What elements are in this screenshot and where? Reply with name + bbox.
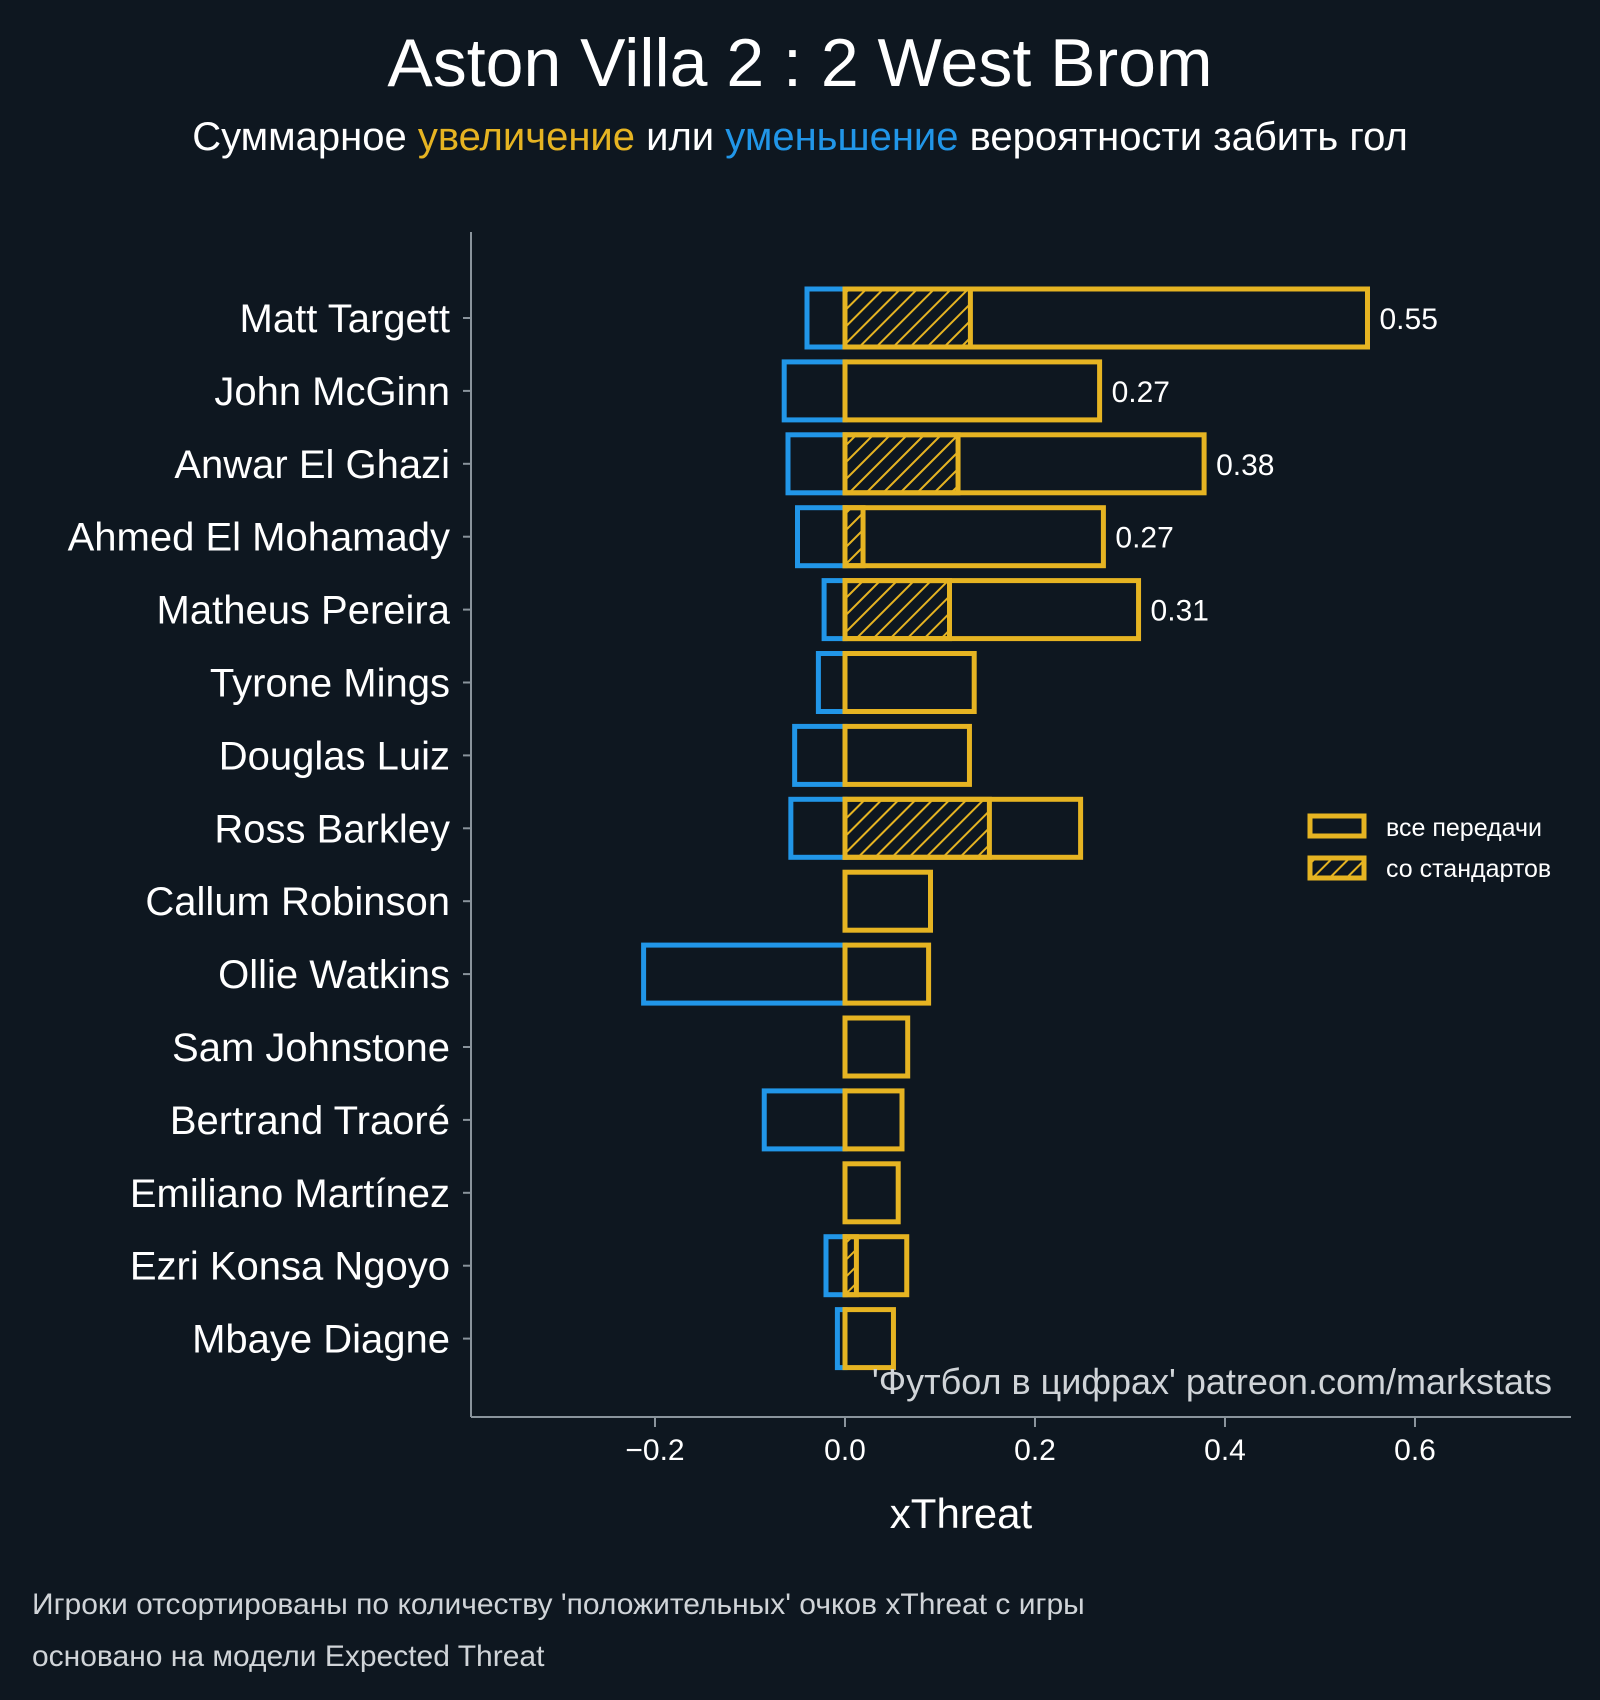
value-label: 0.31 [1151,595,1209,628]
player-label: Ross Barkley [214,807,450,851]
x-tick-label: 0.6 [1394,1434,1436,1467]
negative-bar [788,796,848,860]
set-piece-bar [842,796,992,860]
subtitle-part1: Суммарное [192,115,418,159]
negative-bar [761,1088,848,1152]
player-label: Sam Johnstone [172,1026,450,1070]
footnote-line2: основано на модели Expected Threat [32,1640,545,1673]
player-label: Bertrand Traoré [170,1099,450,1143]
value-label: 0.38 [1216,449,1274,482]
player-label: John McGinn [214,370,450,414]
player-label: Anwar El Ghazi [174,443,450,487]
positive-bar [842,1015,911,1079]
chart-title: Aston Villa 2 : 2 West Brom [387,25,1212,101]
subtitle-decrease-word: уменьшение [725,115,958,159]
legend-label-set-pieces: со стандартов [1386,855,1551,883]
x-tick-label: −0.2 [625,1434,684,1467]
subtitle-increase-word: увеличение [418,115,635,159]
positive-bar [842,723,972,787]
positive-bar [842,1307,896,1371]
watermark: 'Футбол в цифрах' patreon.com/markstats [872,1361,1552,1402]
x-tick-label: 0.0 [824,1434,866,1467]
plot-area: Matt Targett 0.55 John McGinn 0.27 Anwar El … [68,286,1438,1467]
positive-bar [842,869,933,933]
player-label: Ollie Watkins [218,953,450,997]
legend-label-all-passes: все передачи [1386,814,1542,842]
positive-bar [842,942,932,1006]
subtitle-part3: вероятности забить гол [959,115,1408,159]
negative-bar [804,286,848,350]
positive-bar [842,505,1106,569]
value-label: 0.27 [1112,376,1170,409]
player-label: Tyrone Mings [210,662,450,706]
negative-bar [781,359,848,423]
x-tick-label: 0.4 [1204,1434,1246,1467]
set-piece-bar [842,505,866,569]
negative-bar [785,432,848,496]
value-label: 0.27 [1115,522,1173,555]
player-label: Ahmed El Mohamady [68,516,450,560]
negative-bar [795,505,848,569]
footnote-line1: Игроки отсортированы по количеству 'поло… [32,1588,1085,1621]
positive-bar [842,651,977,714]
player-label: Douglas Luiz [219,734,450,778]
player-label: Ezri Konsa Ngoyo [130,1245,450,1289]
negative-bar [823,1234,848,1298]
x-tick-label: 0.2 [1014,1434,1056,1467]
negative-bar [821,578,848,642]
legend-swatch-set-pieces [1307,855,1367,881]
legend-swatch-all-passes [1307,813,1367,839]
player-label: Matheus Pereira [157,589,451,633]
negative-bar [641,942,848,1006]
positive-bar [842,1161,901,1225]
positive-bar [842,578,1142,642]
positive-bar [842,796,1084,860]
positive-bar [842,359,1103,423]
positive-bar [842,432,1207,496]
chart-subtitle: Суммарное увеличение или уменьшение веро… [192,115,1408,159]
x-axis-label: xThreat [890,1490,1033,1537]
value-label: 0.55 [1380,303,1438,336]
positive-bar [842,1088,905,1152]
subtitle-part2: или [635,115,725,159]
player-label: Callum Robinson [145,880,450,924]
negative-bar [792,723,848,787]
player-label: Matt Targett [240,297,450,341]
positive-bar [842,1234,910,1298]
player-label: Emiliano Martínez [130,1172,450,1216]
negative-bar [815,651,848,714]
set-piece-bar [842,578,952,642]
set-piece-bar [842,432,961,496]
legend: все передачи со стандартов [1307,813,1551,883]
player-label: Mbaye Diagne [192,1318,450,1362]
set-piece-bar [842,286,973,350]
positive-bar [842,286,1370,350]
